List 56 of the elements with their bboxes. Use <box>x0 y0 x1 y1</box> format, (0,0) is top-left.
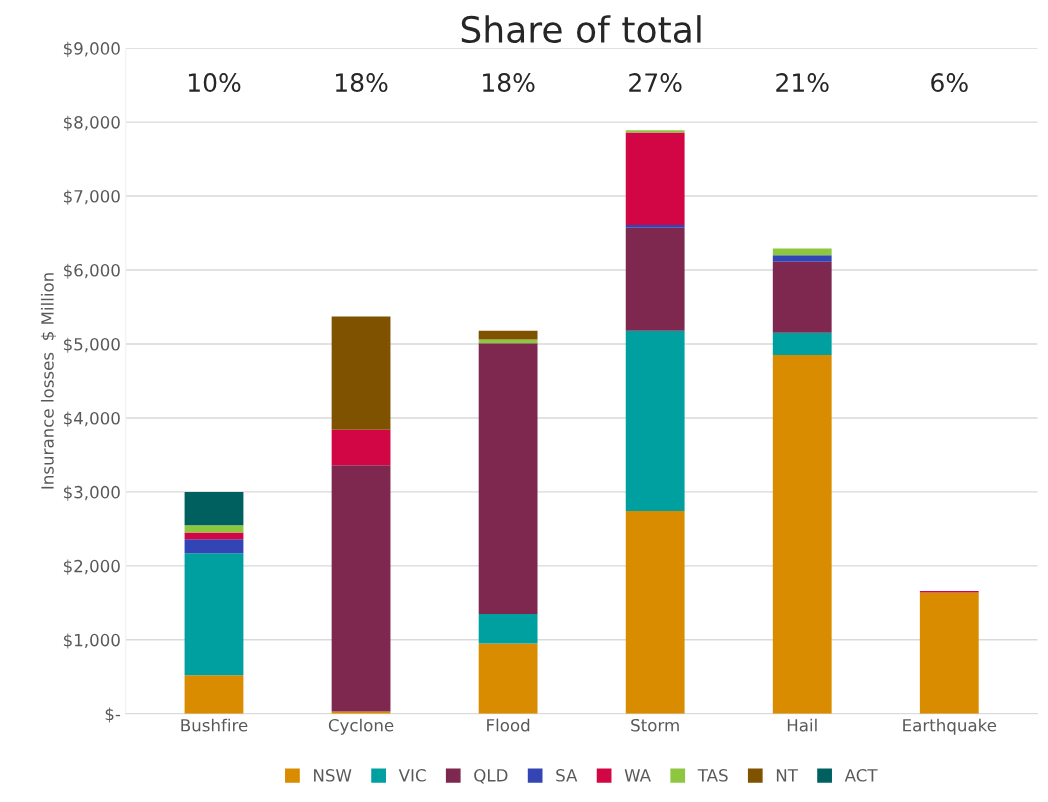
bar <box>919 592 979 714</box>
bar <box>184 675 244 714</box>
bar <box>184 491 244 526</box>
bar <box>184 525 244 533</box>
bar <box>625 224 685 228</box>
bar <box>772 255 832 262</box>
bar <box>331 465 391 712</box>
annotation: 21% <box>776 73 829 92</box>
bar <box>331 429 391 466</box>
legend-label: VIC <box>398 769 426 782</box>
chart-title: Share of total <box>461 15 701 44</box>
y-tick-label: $9,000 <box>63 41 120 57</box>
legend-label: NT <box>776 769 798 782</box>
y-tick-label: $4,000 <box>63 411 120 427</box>
bar <box>625 330 685 512</box>
x-tick-label: Bushfire <box>181 718 248 732</box>
legend-label: SA <box>556 769 578 782</box>
bar <box>184 539 244 554</box>
x-tick-label: Hail <box>787 718 817 732</box>
y-tick-label: $8,000 <box>63 115 120 131</box>
y-tick-label: $- <box>105 707 121 723</box>
x-tick-label: Cyclone <box>328 718 394 735</box>
bar <box>772 355 832 714</box>
bar <box>478 643 538 714</box>
legend-label: NSW <box>314 769 352 782</box>
bar <box>478 343 538 614</box>
bar <box>625 132 685 225</box>
x-tick-label: Earthquake <box>903 718 997 735</box>
legend-label: QLD <box>474 769 508 784</box>
y-tick-label: $5,000 <box>63 337 120 353</box>
bar <box>478 330 538 340</box>
bar <box>331 316 391 430</box>
legend-label: TAS <box>697 769 728 782</box>
bar <box>772 332 832 356</box>
bar <box>625 227 685 331</box>
y-tick-label: $6,000 <box>63 263 120 279</box>
annotation: 18% <box>483 73 535 92</box>
bar <box>184 553 244 676</box>
annotation: 10% <box>188 73 241 92</box>
bar <box>772 248 832 256</box>
bar <box>625 511 685 714</box>
annotation: 27% <box>629 73 682 92</box>
y-tick-label: $7,000 <box>63 189 120 205</box>
legend-label: WA <box>624 769 651 782</box>
legend-label: ACT <box>844 769 878 782</box>
bar <box>478 613 538 644</box>
annotation: 18% <box>336 73 388 92</box>
x-tick-label: Flood <box>487 718 530 732</box>
bar <box>625 130 685 133</box>
y-tick-label: $2,000 <box>63 559 120 575</box>
y-tick-label: $1,000 <box>63 633 120 649</box>
y-tick-label: $3,000 <box>63 485 120 501</box>
y-axis-title: Insurance losses $ Million <box>40 273 57 489</box>
annotation: 6% <box>931 73 968 92</box>
x-tick-label: Storm <box>631 718 679 732</box>
bar <box>772 261 832 333</box>
